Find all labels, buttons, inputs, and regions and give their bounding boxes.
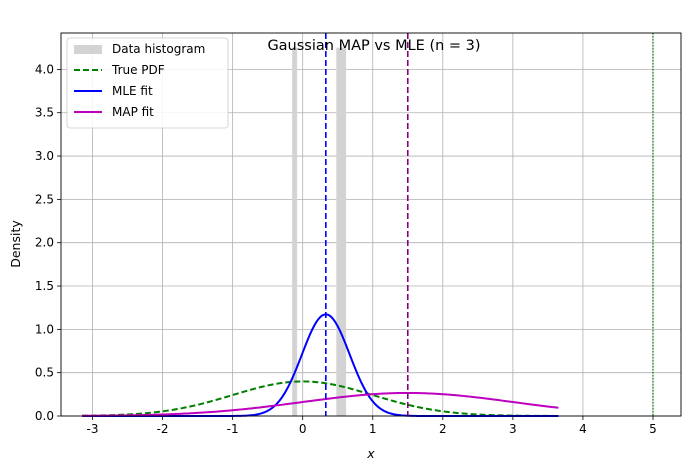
legend-swatch <box>74 45 102 54</box>
legend-label: True PDF <box>111 63 165 77</box>
legend: Data histogram True PDF MLE fit MAP fit <box>66 37 229 129</box>
grid <box>61 33 681 417</box>
y-tick-label: 1.5 <box>35 279 54 293</box>
x-axis-label: x <box>366 446 375 461</box>
axes-frame <box>60 32 682 417</box>
y-tick-label: 2.0 <box>35 236 54 250</box>
chart-title: Gaussian MAP vs MLE (n = 3) <box>267 38 480 54</box>
ticks: -3 -2 -1 0 1 2 3 4 5 0.0 0.5 1.0 1.5 2.0 2.5 3.0 3.5 4.0 <box>35 62 657 436</box>
x-tick-label: 1 <box>369 422 377 436</box>
x-tick-label: 2 <box>439 422 447 436</box>
legend-label: MAP fit <box>112 105 154 119</box>
histogram-bar <box>336 47 347 416</box>
y-tick-label: 3.0 <box>35 149 54 163</box>
y-tick-label: 1.0 <box>35 322 54 336</box>
y-tick-label: 0.5 <box>35 366 54 380</box>
x-tick-label: -2 <box>157 422 169 436</box>
y-tick-label: 3.5 <box>35 106 54 120</box>
legend-label: Data histogram <box>112 42 205 56</box>
y-tick-label: 0.0 <box>35 409 54 423</box>
legend-label: MLE fit <box>112 84 153 98</box>
x-tick-label: 0 <box>299 422 307 436</box>
x-tick-label: -3 <box>87 422 99 436</box>
x-tick-label: 5 <box>649 422 657 436</box>
x-tick-label: 4 <box>579 422 587 436</box>
vertical-lines <box>325 33 654 416</box>
histogram <box>292 47 347 416</box>
y-axis-label: Density <box>8 220 23 268</box>
y-tick-label: 2.5 <box>35 192 54 206</box>
x-tick-label: -1 <box>227 422 239 436</box>
series-line <box>82 391 559 417</box>
y-tick-label: 4.0 <box>35 62 54 76</box>
legend-box <box>66 37 229 129</box>
histogram-bar <box>292 47 298 416</box>
x-tick-label: 3 <box>509 422 517 436</box>
